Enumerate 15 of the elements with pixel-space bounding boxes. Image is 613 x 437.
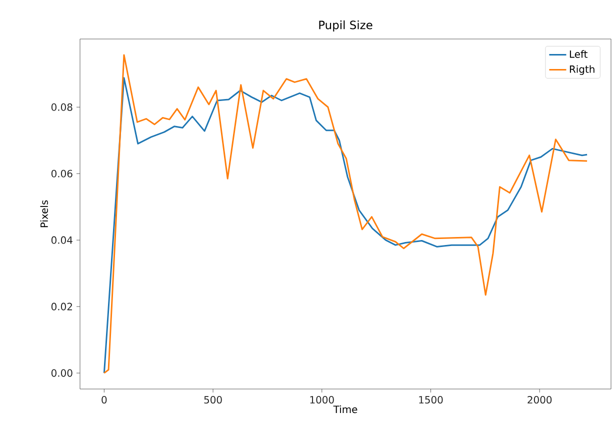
y-axis-title: Pixels (40, 200, 48, 228)
y-tick-label: 0.06 (51, 170, 72, 178)
chart-title: Pupil Size (319, 20, 372, 32)
x-axis-title: Time (333, 405, 358, 414)
y-tick-label: 0.04 (51, 236, 72, 244)
y-tick-label: 0.00 (51, 369, 72, 377)
y-tick-label: 0.08 (51, 103, 72, 111)
legend-label: Rigth (570, 65, 594, 75)
x-tick-label: 1000 (310, 396, 334, 404)
y-tick-label: 0.02 (51, 302, 72, 310)
legend-label: Left (570, 50, 588, 58)
x-tick-label: 1500 (419, 396, 443, 404)
x-tick-label: 2000 (528, 396, 552, 404)
x-tick-label: 500 (204, 396, 222, 404)
x-tick-label: 0 (102, 396, 107, 404)
